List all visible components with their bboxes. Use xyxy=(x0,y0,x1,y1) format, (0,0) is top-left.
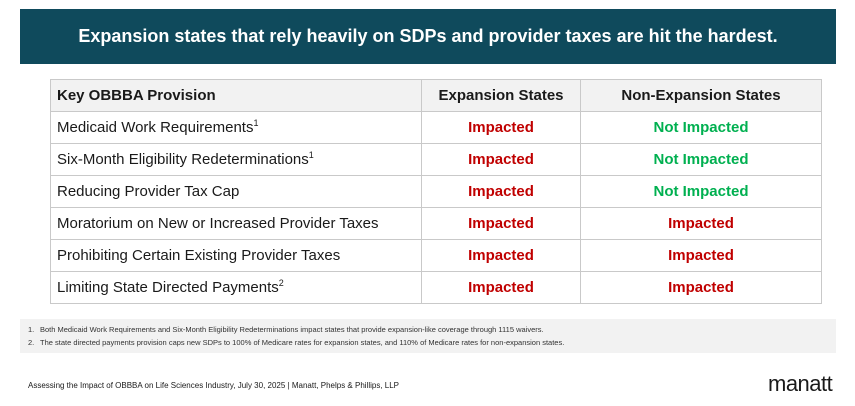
footnote-number: 2. xyxy=(28,338,35,347)
provision-label: Reducing Provider Tax Cap xyxy=(57,183,240,200)
footnote-ref: 2 xyxy=(278,278,284,288)
non-expansion-status: Not Impacted xyxy=(580,143,822,176)
header-expansion: Expansion States xyxy=(421,79,581,112)
table-row: Medicaid Work Requirements1 Impacted Not… xyxy=(50,111,822,144)
expansion-status: Impacted xyxy=(421,143,581,176)
manatt-logo: manatt xyxy=(768,371,833,396)
provision-label: Six-Month Eligibility Redeterminations xyxy=(57,151,309,168)
banner: Expansion states that rely heavily on SD… xyxy=(20,9,836,64)
provision-cell: Medicaid Work Requirements1 xyxy=(50,111,422,144)
provision-cell: Reducing Provider Tax Cap xyxy=(50,175,422,208)
expansion-status: Impacted xyxy=(421,111,581,144)
footnote: 1. Both Medicaid Work Requirements and Si… xyxy=(28,325,828,334)
non-expansion-status: Impacted xyxy=(580,207,822,240)
non-expansion-status: Not Impacted xyxy=(580,111,822,144)
provisions-table: Key OBBBA Provision Expansion States Non… xyxy=(50,79,822,304)
table-header-row: Key OBBBA Provision Expansion States Non… xyxy=(50,79,822,112)
footnote: 2. The state directed payments provision … xyxy=(28,338,828,347)
provision-label: Limiting State Directed Payments xyxy=(57,279,279,296)
table-row: Reducing Provider Tax Cap Impacted Not I… xyxy=(50,175,822,208)
table-row: Limiting State Directed Payments2 Impact… xyxy=(50,271,822,304)
table-row: Moratorium on New or Increased Provider … xyxy=(50,207,822,240)
footnotes: 1. Both Medicaid Work Requirements and Si… xyxy=(20,319,836,353)
banner-title: Expansion states that rely heavily on SD… xyxy=(78,26,778,46)
footnote-text: The state directed payments provision ca… xyxy=(40,338,565,347)
header-non-expansion: Non-Expansion States xyxy=(580,79,822,112)
footnote-ref: 1 xyxy=(308,150,314,160)
non-expansion-status: Impacted xyxy=(580,271,822,304)
expansion-status: Impacted xyxy=(421,175,581,208)
header-provision: Key OBBBA Provision xyxy=(50,79,422,112)
provision-cell: Prohibiting Certain Existing Provider Ta… xyxy=(50,239,422,272)
provision-label: Medicaid Work Requirements xyxy=(57,119,254,136)
provision-label: Prohibiting Certain Existing Provider Ta… xyxy=(57,247,341,264)
expansion-status: Impacted xyxy=(421,271,581,304)
footnote-text: Both Medicaid Work Requirements and Six-… xyxy=(40,325,544,334)
footer-citation: Assessing the Impact of OBBBA on Life Sc… xyxy=(28,381,400,390)
table-row: Prohibiting Certain Existing Provider Ta… xyxy=(50,239,822,272)
footnote-ref: 1 xyxy=(253,118,259,128)
footnote-number: 1. xyxy=(28,325,35,334)
provision-label: Moratorium on New or Increased Provider … xyxy=(57,215,379,232)
non-expansion-status: Impacted xyxy=(580,239,822,272)
provision-cell: Six-Month Eligibility Redeterminations1 xyxy=(50,143,422,176)
expansion-status: Impacted xyxy=(421,207,581,240)
expansion-status: Impacted xyxy=(421,239,581,272)
provision-cell: Moratorium on New or Increased Provider … xyxy=(50,207,422,240)
non-expansion-status: Not Impacted xyxy=(580,175,822,208)
table-row: Six-Month Eligibility Redeterminations1 … xyxy=(50,143,822,176)
provision-cell: Limiting State Directed Payments2 xyxy=(50,271,422,304)
